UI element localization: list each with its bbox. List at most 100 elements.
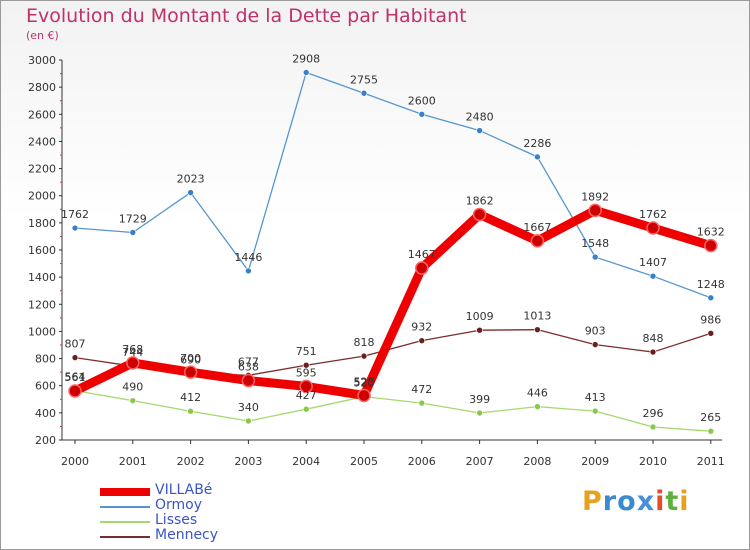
y-tick-label: 600 (35, 380, 56, 393)
data-label: 399 (469, 393, 490, 406)
x-tick-label: 2011 (697, 455, 725, 468)
y-tick-label: 1200 (28, 298, 56, 311)
data-label: 1762 (61, 208, 89, 221)
data-point (241, 373, 256, 388)
data-point (591, 253, 599, 261)
data-label: 2600 (408, 94, 436, 107)
data-label: 340 (238, 401, 259, 414)
data-label: 1667 (523, 221, 551, 234)
data-label: 1009 (466, 310, 494, 323)
x-tick-label: 2001 (119, 455, 147, 468)
chart-subtitle: (en €) (26, 29, 59, 42)
data-label: 768 (122, 343, 143, 356)
data-label: 528 (354, 375, 375, 388)
data-point (534, 153, 541, 161)
logo-letter: P (582, 486, 603, 517)
data-point (357, 388, 371, 403)
data-label: 490 (122, 381, 143, 394)
data-label: 751 (296, 345, 317, 358)
data-label: 932 (411, 321, 432, 334)
data-point (68, 384, 82, 398)
data-label: 818 (354, 336, 375, 349)
data-label: 1446 (234, 251, 262, 264)
data-point (707, 330, 715, 337)
legend-swatch (100, 520, 150, 523)
legend-swatch (100, 487, 150, 496)
legend-label: VILLABé (155, 482, 213, 498)
data-point (476, 326, 483, 334)
data-label: 2023 (177, 173, 205, 186)
data-point (360, 352, 368, 360)
y-tick-label: 800 (35, 353, 56, 366)
data-label: 520 (354, 377, 375, 390)
data-point (360, 89, 368, 97)
data-point (476, 409, 483, 417)
data-label: 265 (700, 411, 721, 424)
y-tick-label: 3000 (28, 54, 56, 67)
data-label: 2755 (350, 73, 378, 86)
data-label: 690 (180, 354, 201, 367)
data-point (472, 207, 487, 222)
data-point (476, 127, 483, 134)
data-label: 561 (65, 371, 86, 384)
data-point (245, 417, 252, 425)
data-label: 1632 (697, 226, 725, 239)
data-label: 2908 (292, 52, 320, 65)
y-tick-label: 400 (35, 407, 56, 420)
data-label: 1248 (697, 278, 725, 291)
x-tick-label: 2008 (523, 455, 551, 468)
y-tick-label: 2600 (28, 108, 56, 121)
data-point (418, 110, 426, 118)
data-label: 1729 (119, 212, 147, 225)
data-point (649, 423, 657, 431)
data-label: 564 (65, 371, 86, 384)
proxiti-logo: Proxiti (582, 486, 690, 517)
data-point (187, 189, 194, 196)
y-tick-label: 1400 (28, 271, 56, 284)
y-tick-label: 2800 (28, 81, 56, 94)
x-tick-label: 2009 (581, 455, 609, 468)
x-tick-label: 2007 (466, 455, 494, 468)
data-point (71, 354, 79, 361)
x-tick-label: 2004 (292, 455, 320, 468)
data-label: 1548 (581, 237, 609, 250)
data-label: 472 (411, 383, 432, 396)
x-tick-label: 2010 (639, 455, 667, 468)
data-label: 1407 (639, 256, 667, 269)
data-label: 1467 (408, 248, 436, 261)
data-label: 903 (585, 325, 606, 338)
data-point (649, 348, 657, 356)
data-point (704, 238, 718, 253)
y-tick-label: 1000 (28, 325, 56, 338)
data-label: 2480 (466, 111, 494, 124)
data-point (534, 403, 541, 410)
x-tick-label: 2002 (177, 455, 205, 468)
data-label: 595 (296, 366, 317, 379)
chart-title: Evolution du Montant de la Dette par Hab… (26, 5, 467, 27)
data-label: 744 (122, 346, 143, 359)
data-point (534, 326, 541, 333)
data-point (649, 272, 657, 280)
data-point (71, 224, 79, 232)
data-point (183, 365, 198, 379)
data-point (707, 294, 715, 302)
series-line-lisses (74, 389, 712, 432)
data-point (302, 69, 310, 76)
data-label: 1892 (581, 190, 609, 203)
data-point (126, 356, 140, 370)
logo-letter: t (665, 486, 680, 517)
y-tick-label: 2000 (28, 190, 56, 203)
data-label: 296 (643, 407, 664, 420)
data-point (302, 361, 310, 369)
data-point (415, 261, 429, 275)
series-line-ormoy (74, 71, 712, 299)
logo-letter: i (655, 486, 666, 517)
data-label: 427 (296, 389, 317, 402)
data-point (646, 221, 660, 235)
data-point (418, 399, 426, 407)
data-point (129, 229, 137, 236)
x-tick-label: 2006 (408, 455, 436, 468)
legend-label: Ormoy (155, 497, 203, 513)
data-label: 1762 (639, 208, 667, 221)
